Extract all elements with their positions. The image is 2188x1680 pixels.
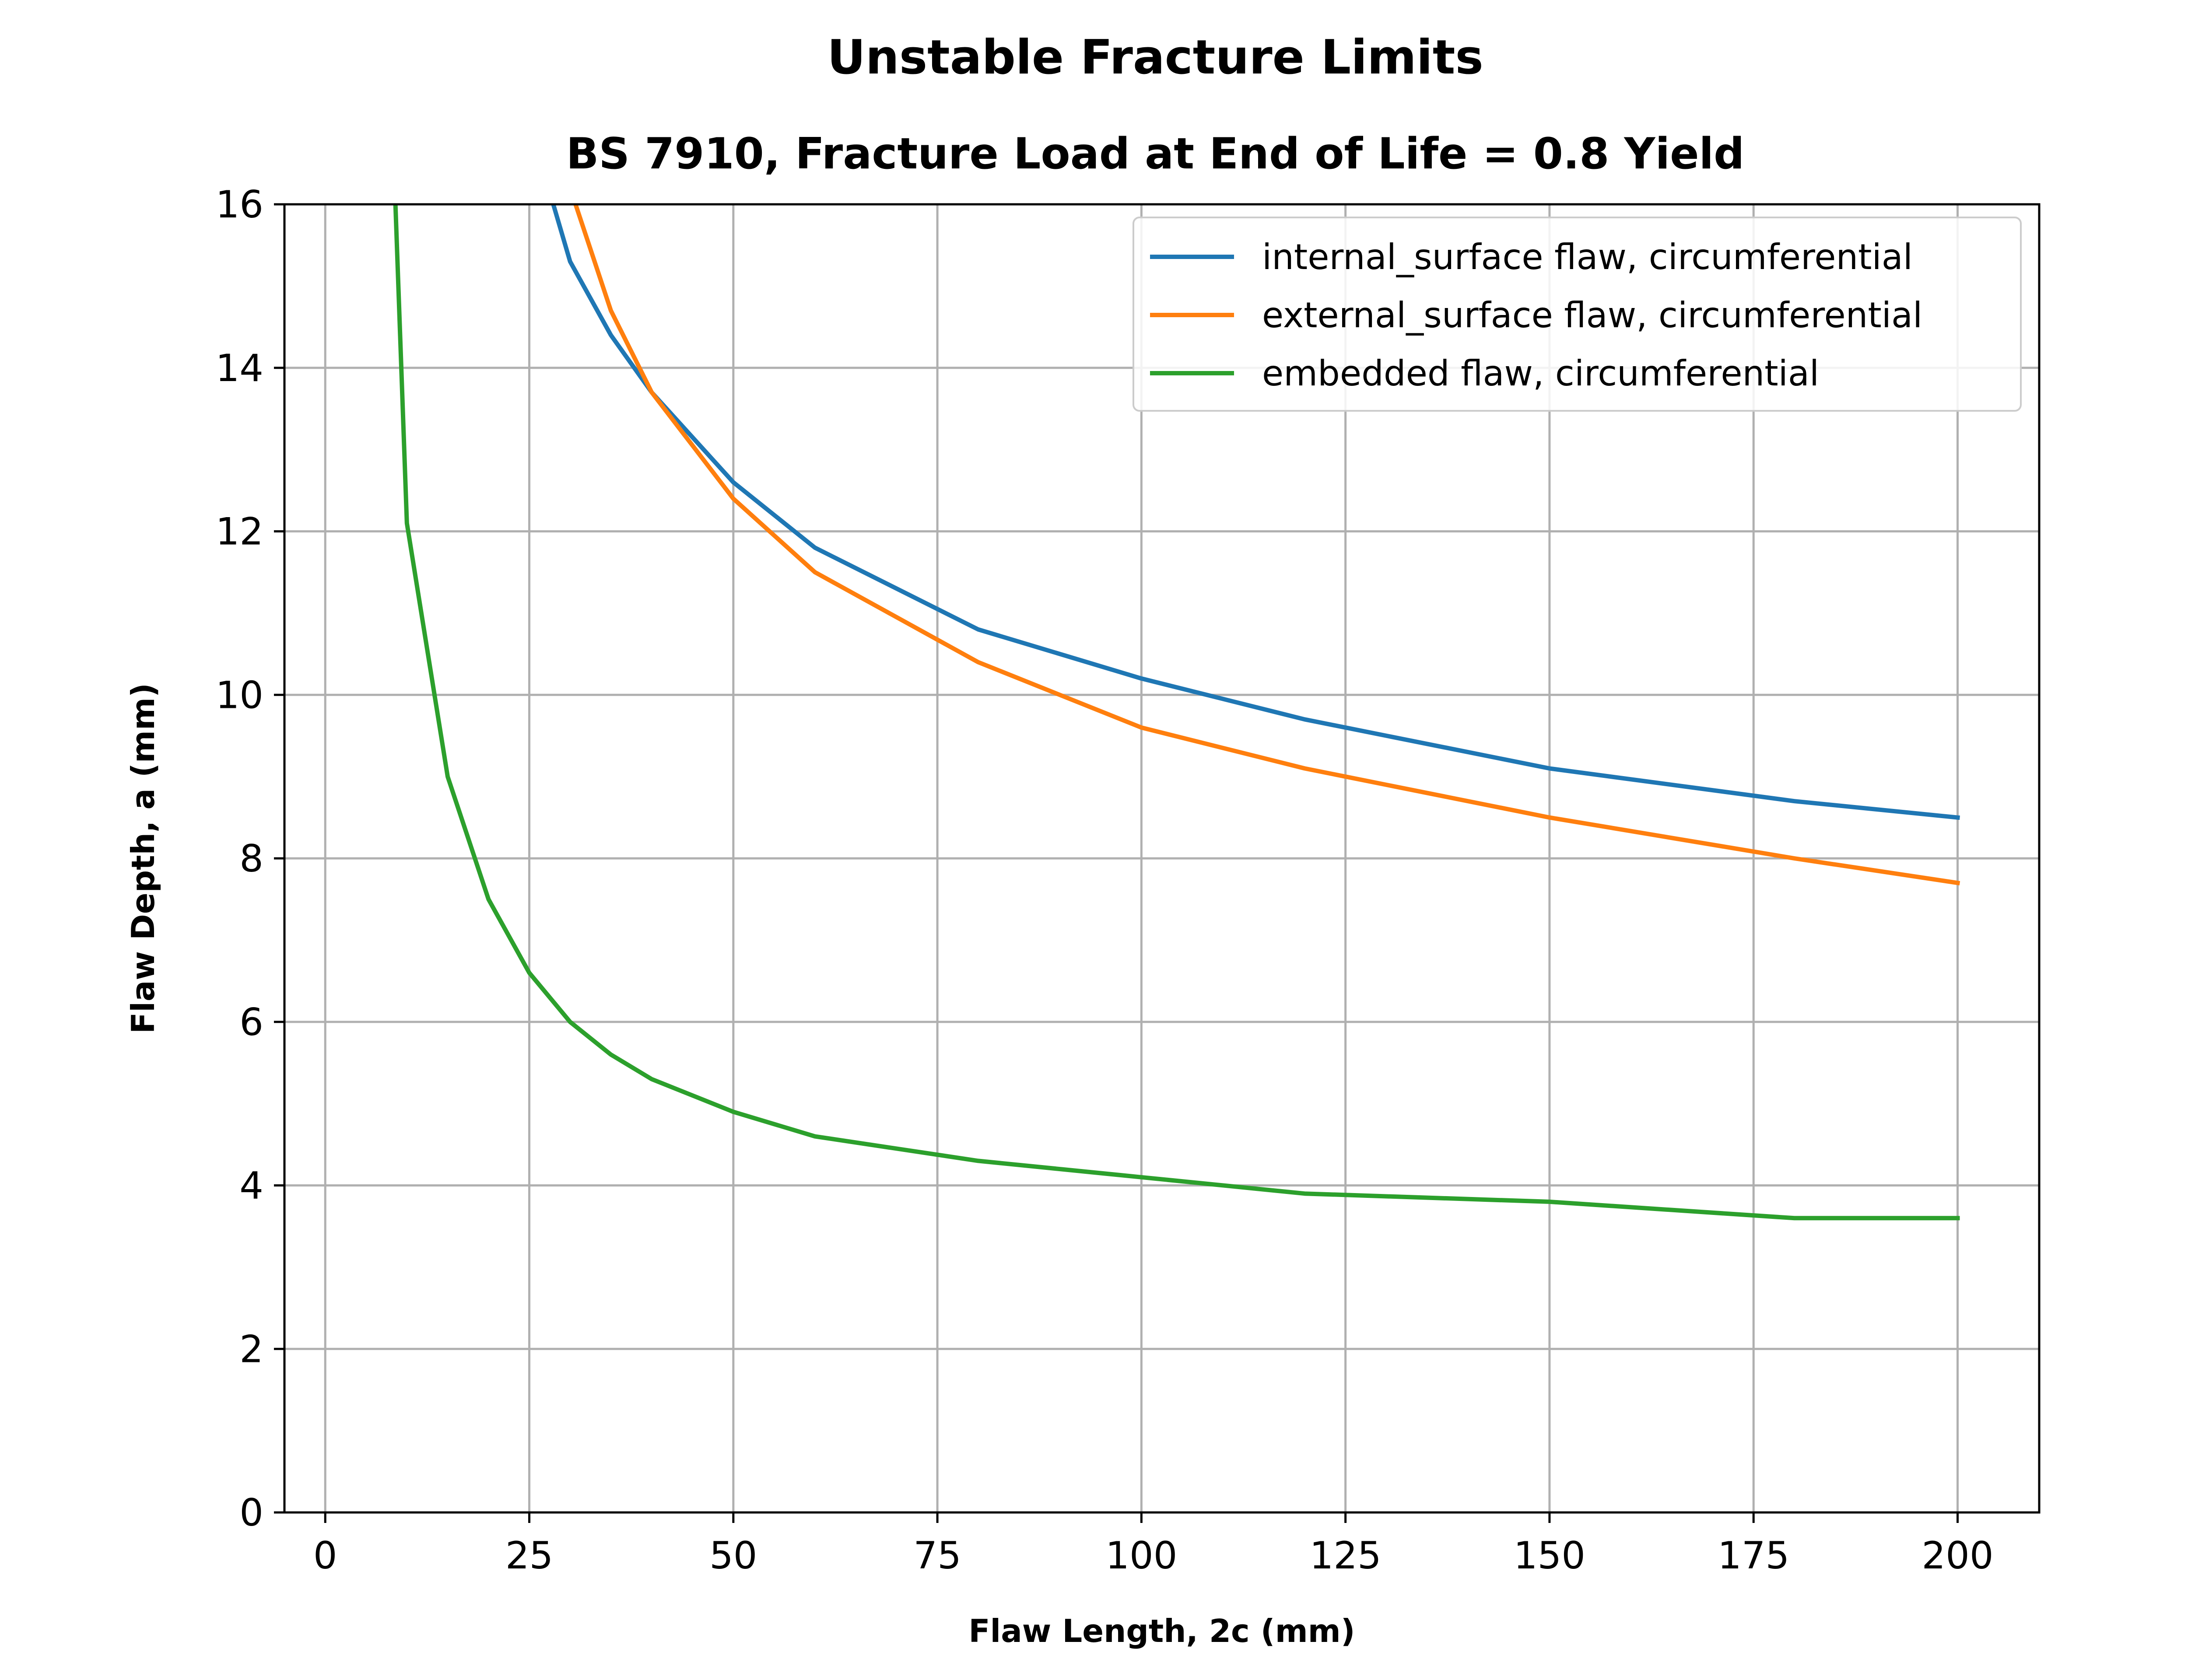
y-axis-label: Flaw Depth, a (mm) — [125, 683, 161, 1034]
series-line-1 — [551, 204, 1960, 820]
x-tick-label: 125 — [1310, 1534, 1382, 1578]
legend-label-3: embedded flaw, circumferential — [1262, 353, 1819, 394]
x-tick-label: 25 — [505, 1534, 553, 1578]
x-tick-label: 75 — [913, 1534, 961, 1578]
x-tick-label: 175 — [1718, 1534, 1789, 1578]
x-tick-label: 0 — [313, 1534, 337, 1578]
x-tick-label: 100 — [1105, 1534, 1177, 1578]
y-tick-label: 8 — [239, 837, 263, 881]
legend-label-1: internal_surface flaw, circumferential — [1262, 237, 1913, 277]
x-tick-label: 200 — [1922, 1534, 1993, 1578]
x-axis: 0 25 50 75 100 125 150 175 200 — [313, 1512, 1994, 1578]
y-tick-label: 4 — [239, 1164, 263, 1208]
x-axis-label: Flaw Length, 2c (mm) — [968, 1613, 1355, 1649]
series-line-2 — [573, 204, 1960, 886]
chart-subtitle: BS 7910, Fracture Load at End of Life = … — [566, 129, 1745, 179]
series-line-3 — [393, 204, 1960, 1221]
x-tick-label: 50 — [709, 1534, 757, 1578]
legend: internal_surface flaw, circumferential ex… — [1133, 217, 2022, 412]
x-tick-label: 150 — [1514, 1534, 1585, 1578]
y-tick-label: 14 — [216, 346, 263, 390]
legend-box — [1133, 217, 2022, 412]
chart-title: Unstable Fracture Limits — [827, 30, 1483, 85]
y-tick-label: 0 — [239, 1491, 263, 1535]
y-tick-label: 10 — [216, 673, 263, 717]
y-tick-label: 12 — [216, 510, 263, 554]
legend-label-2: external_surface flaw, circumferential — [1262, 295, 1922, 336]
y-tick-label: 16 — [216, 183, 263, 227]
data-series — [393, 204, 1960, 1221]
y-axis: 0 2 4 6 8 10 12 14 16 — [216, 183, 284, 1535]
y-tick-label: 6 — [239, 1001, 263, 1044]
y-tick-label: 2 — [239, 1327, 263, 1371]
